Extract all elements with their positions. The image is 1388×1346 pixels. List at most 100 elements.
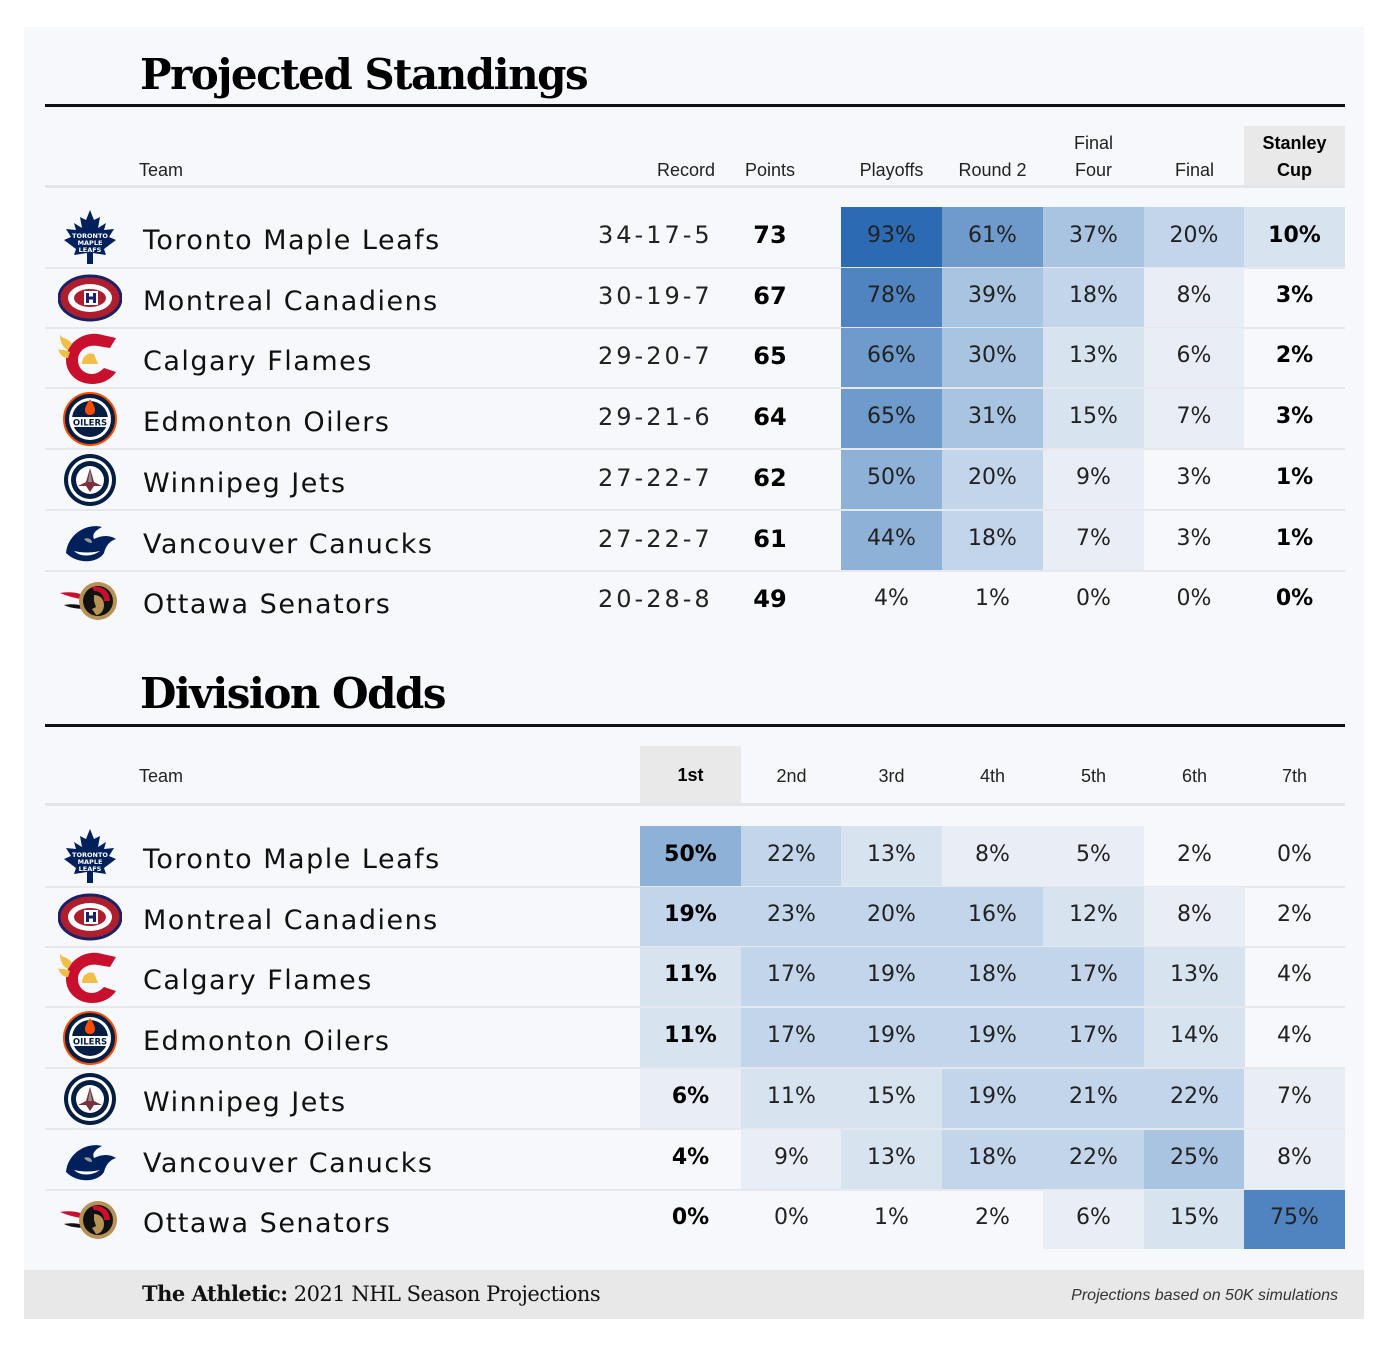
division-cell-vancouver-canucks-7th: 8% (1244, 1130, 1345, 1189)
division-header-rule (45, 803, 1345, 806)
standings-cell-edmonton-oilers-playoffs: 65% (841, 389, 942, 448)
jet-icon (58, 452, 122, 508)
division-cell-montreal-canadiens-2nd: 23% (741, 887, 842, 946)
division-cell-winnipeg-jets-7th: 7% (1244, 1069, 1345, 1128)
standings-cell-ottawa-senators-final_four: 0% (1076, 586, 1111, 611)
standings-cell-toronto-maple-leafs-final_four: 37% (1043, 207, 1144, 267)
standings-cell-winnipeg-jets-round2: 20% (942, 450, 1043, 509)
standings-title: Projected Standings (140, 50, 589, 99)
division-cell-ottawa-senators-2nd: 0% (774, 1205, 809, 1230)
flaming-c-icon (58, 330, 122, 386)
division-cell-vancouver-canucks-5th: 22% (1043, 1130, 1144, 1189)
svg-text:TORONTO: TORONTO (72, 232, 108, 240)
standings-header-round2: Round 2 (958, 160, 1027, 180)
standings-cell-calgary-flames-final: 6% (1144, 328, 1244, 387)
team-name-edmonton-oilers: Edmonton Oilers (143, 407, 391, 438)
row-separator (45, 570, 1345, 572)
division-header-3rd: 3rd (878, 766, 905, 786)
standings-cell-edmonton-oilers-final: 7% (1144, 389, 1244, 448)
points-toronto-maple-leafs: 73 (753, 221, 787, 249)
division-cell-calgary-flames-7th: 4% (1277, 962, 1312, 987)
division-cell-edmonton-oilers-7th: 4% (1277, 1023, 1312, 1048)
standings-cell-calgary-flames-stanley_cup: 2% (1275, 343, 1314, 368)
division-cell-vancouver-canucks-2nd: 9% (741, 1130, 842, 1189)
oil-drop-icon: OILERS (58, 1010, 122, 1066)
standings-cell-ottawa-senators-stanley_cup: 0% (1275, 586, 1314, 611)
standings-cell-vancouver-canucks-final_four: 7% (1043, 511, 1144, 570)
team-name-montreal-canadiens: Montreal Canadiens (143, 905, 439, 936)
standings-header-stanley-cup: Stanley Cup (1244, 126, 1345, 186)
division-cell-ottawa-senators-7th: 75% (1244, 1190, 1345, 1249)
division-cell-montreal-canadiens-6th: 8% (1144, 887, 1245, 946)
division-cell-calgary-flames-1st: 11% (640, 947, 741, 1006)
division-cell-ottawa-senators-4th: 2% (975, 1205, 1010, 1230)
jet-icon (58, 1071, 122, 1127)
standings-header-final: Final (1174, 160, 1214, 180)
standings-cell-vancouver-canucks-round2: 18% (942, 511, 1043, 570)
division-cell-edmonton-oilers-4th: 19% (942, 1008, 1043, 1067)
division-cell-calgary-flames-5th: 17% (1043, 947, 1144, 1006)
team-name-winnipeg-jets: Winnipeg Jets (143, 468, 347, 499)
orca-icon (58, 1132, 122, 1188)
points-winnipeg-jets: 62 (753, 464, 787, 492)
division-header-5th: 5th (1080, 766, 1107, 786)
centurion-icon (58, 573, 122, 629)
standings-cell-winnipeg-jets-final_four: 9% (1043, 450, 1144, 509)
points-calgary-flames: 65 (753, 342, 787, 370)
division-cell-edmonton-oilers-2nd: 17% (741, 1008, 842, 1067)
standings-header-playoffs: Playoffs (859, 160, 924, 180)
row-separator (45, 267, 1345, 269)
team-name-toronto-maple-leafs: Toronto Maple Leafs (143, 225, 441, 256)
points-vancouver-canucks: 61 (753, 525, 787, 553)
standings-cell-toronto-maple-leafs-round2: 61% (942, 207, 1043, 267)
standings-cell-ottawa-senators-round2: 1% (975, 586, 1010, 611)
standings-cell-vancouver-canucks-playoffs: 44% (841, 511, 942, 570)
team-name-calgary-flames: Calgary Flames (143, 965, 373, 996)
maple-leaf-icon: TORONTO MAPLE LEAFS (58, 828, 122, 884)
division-header-6th: 6th (1181, 766, 1208, 786)
division-cell-montreal-canadiens-3rd: 20% (841, 887, 942, 946)
row-separator (45, 327, 1345, 329)
svg-text:TORONTO: TORONTO (72, 851, 108, 859)
division-cell-ottawa-senators-5th: 6% (1043, 1190, 1144, 1249)
division-cell-edmonton-oilers-3rd: 19% (841, 1008, 942, 1067)
division-cell-winnipeg-jets-5th: 21% (1043, 1069, 1144, 1128)
svg-text:MAPLE: MAPLE (78, 858, 103, 866)
canadiens-ch-icon (57, 270, 123, 326)
division-cell-edmonton-oilers-6th: 14% (1144, 1008, 1245, 1067)
standings-cell-montreal-canadiens-final: 8% (1144, 268, 1244, 327)
division-cell-winnipeg-jets-4th: 19% (942, 1069, 1043, 1128)
standings-cell-montreal-canadiens-stanley_cup: 3% (1275, 283, 1314, 308)
division-cell-toronto-maple-leafs-3rd: 13% (841, 826, 942, 886)
footer-credit: The Athletic: 2021 NHL Season Projection… (142, 1281, 601, 1306)
orca-icon (58, 513, 122, 569)
points-montreal-canadiens: 67 (753, 282, 787, 310)
row-separator (45, 509, 1345, 511)
standings-cell-montreal-canadiens-playoffs: 78% (841, 268, 942, 327)
row-separator (45, 1067, 1345, 1069)
division-cell-vancouver-canucks-4th: 18% (942, 1130, 1043, 1189)
row-separator (45, 1006, 1345, 1008)
team-name-vancouver-canucks: Vancouver Canucks (143, 1148, 434, 1179)
standings-cell-toronto-maple-leafs-final: 20% (1144, 207, 1244, 267)
division-header-1st: 1st (640, 746, 741, 804)
team-name-ottawa-senators: Ottawa Senators (143, 589, 392, 620)
standings-cell-calgary-flames-playoffs: 66% (841, 328, 942, 387)
team-name-montreal-canadiens: Montreal Canadiens (143, 286, 439, 317)
standings-cell-edmonton-oilers-stanley_cup: 3% (1275, 404, 1314, 429)
flaming-c-icon (58, 949, 122, 1005)
standings-cell-winnipeg-jets-playoffs: 50% (841, 450, 942, 509)
division-header-2nd: 2nd (776, 766, 807, 786)
division-header-team: Team (139, 766, 184, 786)
team-name-winnipeg-jets: Winnipeg Jets (143, 1087, 347, 1118)
svg-text:MAPLE: MAPLE (78, 239, 103, 247)
row-separator (45, 387, 1345, 389)
standings-cell-montreal-canadiens-final_four: 18% (1043, 268, 1144, 327)
division-cell-edmonton-oilers-1st: 11% (640, 1008, 741, 1067)
division-cell-toronto-maple-leafs-4th: 8% (942, 826, 1043, 886)
division-cell-winnipeg-jets-1st: 6% (640, 1069, 741, 1128)
record-winnipeg-jets: 27-22-7 (598, 464, 713, 492)
division-cell-vancouver-canucks-3rd: 13% (841, 1130, 942, 1189)
division-title: Division Odds (140, 669, 446, 718)
record-calgary-flames: 29-20-7 (598, 342, 713, 370)
